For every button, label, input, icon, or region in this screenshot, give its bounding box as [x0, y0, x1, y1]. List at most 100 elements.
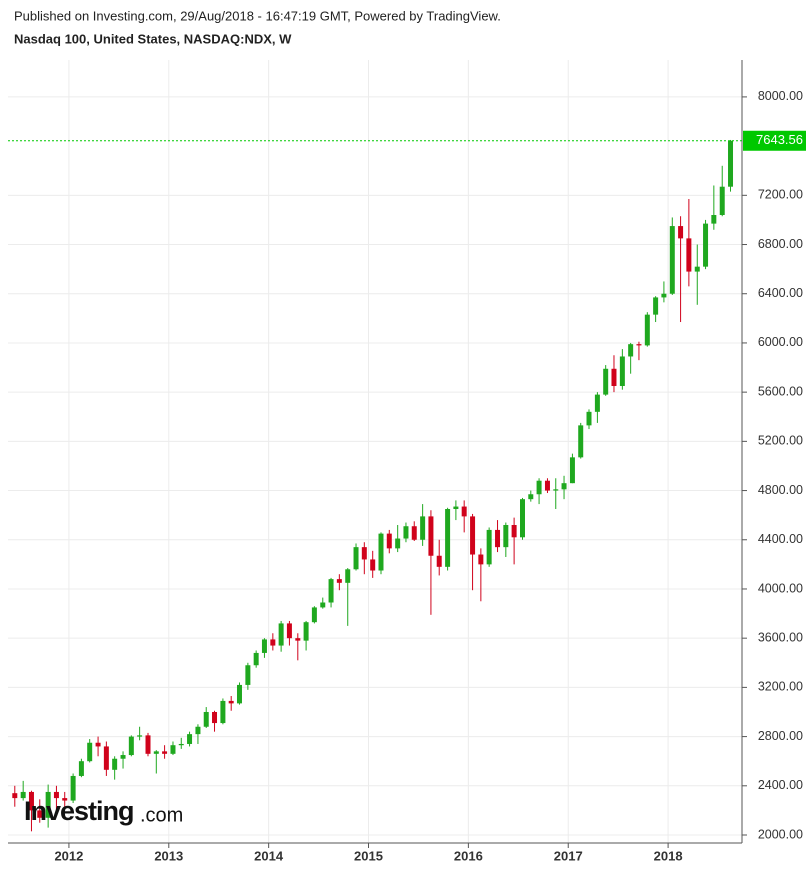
candle-body	[345, 569, 351, 583]
y-tick-label: 4000.00	[758, 581, 803, 595]
x-tick-label: 2015	[354, 848, 383, 863]
candle-body	[303, 622, 309, 641]
candle-body	[461, 506, 467, 517]
y-tick-label: 6000.00	[758, 335, 803, 349]
candle-body	[711, 215, 717, 224]
candle-body	[220, 700, 226, 724]
y-tick-label: 4400.00	[758, 532, 803, 546]
candle-body	[178, 743, 184, 746]
candle-body	[611, 368, 617, 386]
candle-body	[28, 791, 34, 811]
logo-suffix: .com	[140, 804, 183, 826]
candle-body	[270, 639, 276, 646]
candle-body	[286, 623, 292, 639]
candle-body	[37, 810, 43, 818]
y-tick-label: 6400.00	[758, 286, 803, 300]
candle-body	[553, 489, 559, 491]
candle-body	[544, 480, 550, 491]
last-price-label: 7643.56	[756, 132, 803, 147]
candle-body	[636, 344, 642, 346]
x-tick-label: 2018	[654, 848, 683, 863]
y-tick-label: 7200.00	[758, 188, 803, 202]
candle-body	[678, 226, 684, 239]
y-tick-label: 5600.00	[758, 384, 803, 398]
candle-body	[470, 516, 476, 555]
candle-body	[295, 638, 301, 641]
candle-body	[661, 293, 667, 298]
candle-body	[719, 186, 725, 216]
candle-body	[245, 665, 251, 685]
candle-body	[328, 579, 334, 603]
candles	[12, 139, 734, 832]
candle-body	[503, 525, 509, 548]
candle-body	[187, 734, 193, 744]
candle-body	[62, 798, 68, 801]
candle-body	[95, 742, 101, 747]
candle-body	[603, 368, 609, 395]
y-tick-label: 6800.00	[758, 237, 803, 251]
candle-body	[228, 700, 234, 704]
x-tick-label: 2013	[154, 848, 183, 863]
candle-body	[370, 559, 376, 571]
candle-body	[103, 746, 109, 770]
x-tick-label: 2017	[554, 848, 583, 863]
candle-body	[428, 516, 434, 556]
candle-body	[728, 140, 734, 187]
candle-body	[170, 745, 176, 754]
candle-body	[536, 480, 542, 495]
candle-body	[411, 526, 417, 540]
x-tick-label: 2016	[454, 848, 483, 863]
symbol-title: Nasdaq 100, United States, NASDAQ:NDX, W	[14, 31, 292, 46]
candle-body	[311, 607, 317, 623]
candle-body	[528, 494, 534, 500]
candle-body	[644, 314, 650, 346]
candle-body	[453, 506, 459, 510]
candle-body	[653, 297, 659, 315]
candle-body	[128, 736, 134, 756]
candle-body	[112, 758, 118, 770]
candle-body	[336, 579, 342, 583]
candle-body	[586, 411, 592, 426]
candle-body	[45, 791, 51, 818]
candle-body	[686, 238, 692, 272]
candle-body	[628, 344, 634, 357]
candle-body	[70, 775, 76, 801]
candle-body	[420, 516, 426, 540]
x-tick-label: 2012	[54, 848, 83, 863]
candle-body	[278, 623, 284, 646]
candle-body	[137, 735, 143, 737]
x-tick-label: 2014	[254, 848, 284, 863]
candle-body	[511, 525, 517, 538]
candle-body	[520, 499, 525, 538]
y-tick-label: 4800.00	[758, 483, 803, 497]
candle-body	[703, 223, 709, 267]
candle-body	[361, 547, 367, 560]
candle-body	[261, 639, 267, 653]
candle-body	[145, 735, 151, 754]
candle-body	[78, 761, 84, 776]
candle-body	[478, 554, 484, 565]
candle-body	[53, 791, 59, 799]
candle-body	[436, 555, 442, 567]
y-tick-label: 3200.00	[758, 680, 803, 694]
grid	[8, 60, 742, 843]
published-note: Published on Investing.com, 29/Aug/2018 …	[14, 8, 501, 23]
logo-name: Investing	[24, 796, 134, 826]
candle-body	[12, 793, 18, 799]
candle-body	[669, 226, 675, 294]
candle-body	[320, 602, 326, 608]
candle-body	[195, 726, 201, 735]
candle-body	[212, 711, 218, 724]
candle-body	[569, 457, 575, 484]
candle-body	[236, 684, 242, 704]
candle-body	[87, 742, 93, 762]
candle-body	[386, 533, 392, 549]
candle-body	[694, 266, 700, 272]
candle-body	[594, 394, 600, 412]
candle-body	[353, 547, 359, 570]
candle-body	[120, 755, 126, 759]
y-tick-label: 2000.00	[758, 827, 803, 841]
candle-body	[619, 356, 625, 386]
axes: 2000.00 2400.00 2800.00 3200.00 3600.00 4000.…	[8, 89, 806, 863]
